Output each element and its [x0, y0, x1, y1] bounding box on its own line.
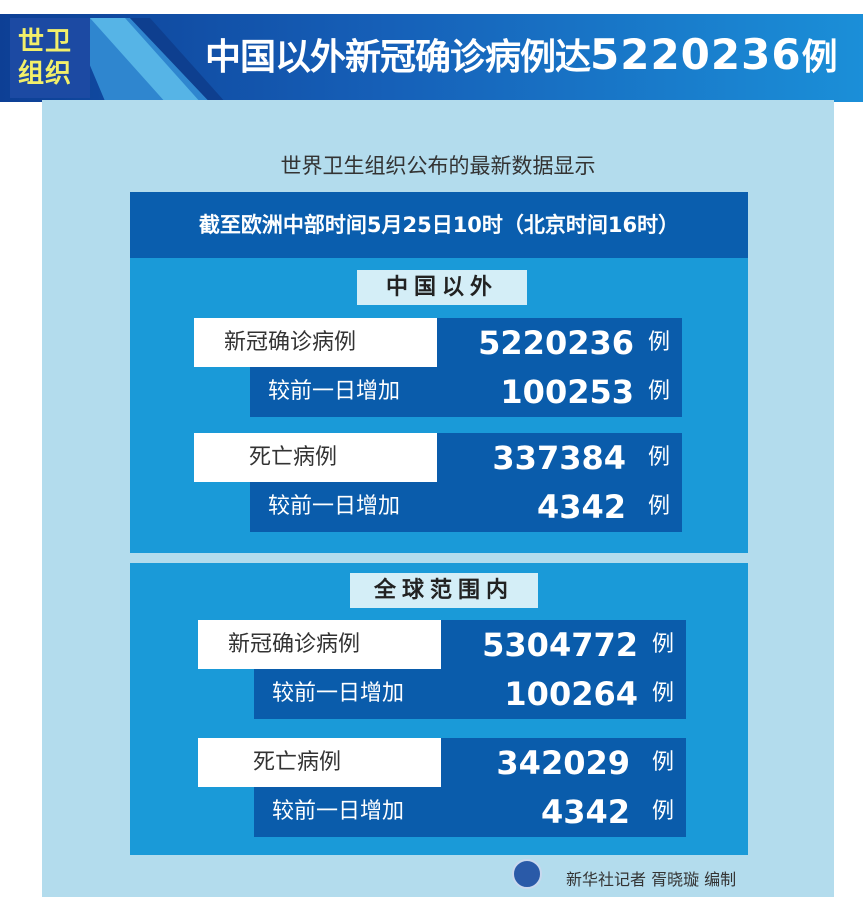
label-text: 较前一日增加	[268, 494, 401, 519]
deaths-increase-row: 较前一日增加 4342 例	[250, 482, 682, 532]
confirmed-label: 新冠确诊病例	[198, 620, 441, 669]
number: 4342	[536, 488, 626, 526]
label-text: 较前一日增加	[268, 379, 401, 404]
badge-line-2: 组织	[18, 59, 73, 89]
number: 342029	[496, 744, 630, 782]
title-suffix: 例	[801, 37, 838, 78]
xinhua-logo-icon	[512, 859, 542, 889]
unit: 例	[647, 494, 670, 519]
unit: 例	[647, 379, 670, 404]
confirmed-increase-row: 较前一日增加 100264 例	[254, 669, 686, 719]
swoosh-decoration	[70, 18, 235, 113]
section-title: 中国以外	[357, 270, 527, 305]
title-prefix: 中国以外新冠确诊病例达	[205, 37, 591, 78]
number: 100253	[500, 373, 634, 411]
credit: 新华社记者 胥晓璇 编制	[566, 870, 737, 889]
number: 100264	[504, 675, 638, 713]
number: 5220236	[478, 324, 634, 362]
badge-line-1: 世卫	[18, 27, 73, 57]
unit: 例	[647, 445, 670, 470]
label-text: 新冠确诊病例	[224, 330, 357, 355]
deaths-value: 337384 例	[437, 433, 682, 482]
label-text: 较前一日增加	[272, 799, 405, 824]
subtitle: 世界卫生组织公布的最新数据显示	[280, 154, 596, 178]
confirmed-label: 新冠确诊病例	[194, 318, 437, 367]
number: 4342	[540, 793, 630, 831]
time-bar: 截至欧洲中部时间5月25日10时（北京时间16时）	[130, 192, 748, 258]
section-global: 全球范围内 新冠确诊病例 5304772 例 较前一日增加 100264 例 死亡病例…	[130, 563, 748, 855]
section-title: 全球范围内	[350, 573, 538, 608]
unit: 例	[651, 632, 674, 657]
deaths-label: 死亡病例	[194, 433, 437, 482]
label-text: 死亡病例	[249, 445, 338, 470]
label-text: 死亡病例	[253, 750, 342, 775]
who-badge	[10, 18, 90, 98]
who-badge-text: 世卫 组织	[18, 26, 88, 90]
number: 337384	[492, 439, 626, 477]
unit: 例	[651, 750, 674, 775]
confirmed-value: 5220236 例	[437, 318, 682, 367]
label-text: 新冠确诊病例	[228, 632, 361, 657]
deaths-label: 死亡病例	[198, 738, 441, 787]
unit: 例	[651, 681, 674, 706]
label-text: 较前一日增加	[272, 681, 405, 706]
confirmed-value: 5304772 例	[441, 620, 686, 669]
deaths-value: 342029 例	[441, 738, 686, 787]
section-outside-china: 中国以外 新冠确诊病例 5220236 例 较前一日增加 100253 例 死亡病例 …	[130, 258, 748, 553]
page-title: 中国以外新冠确诊病例达5220236例	[205, 30, 838, 86]
number: 5304772	[482, 626, 638, 664]
deaths-increase-row: 较前一日增加 4342 例	[254, 787, 686, 837]
unit: 例	[651, 799, 674, 824]
confirmed-increase-row: 较前一日增加 100253 例	[250, 367, 682, 417]
unit: 例	[647, 330, 670, 355]
title-number: 5220236	[590, 30, 802, 79]
